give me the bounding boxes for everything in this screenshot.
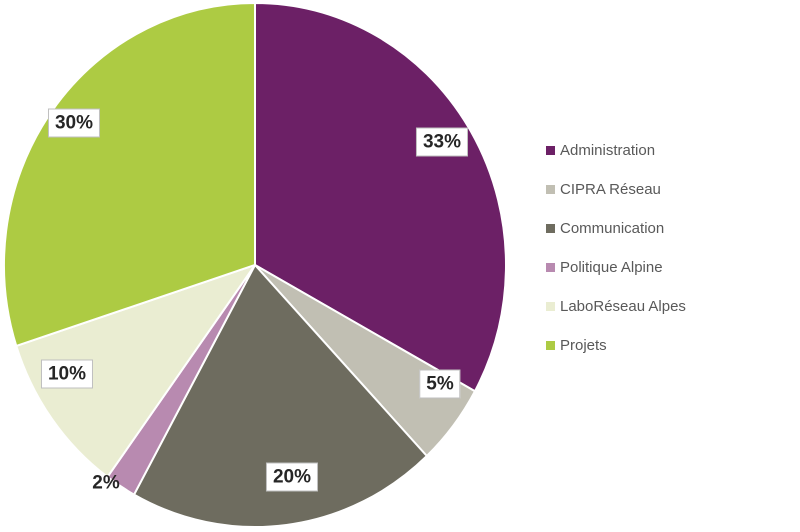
legend-swatch-cipra-reseau [546,185,555,194]
legend-label-cipra-reseau: CIPRA Réseau [560,181,661,198]
legend-item-projets: Projets [546,326,686,365]
data-label-communication: 20% [265,462,319,492]
data-label-cipra-reseau: 5% [419,369,461,399]
legend-label-laboreseau-alpes: LaboRéseau Alpes [560,298,686,315]
legend-item-politique-alpine: Politique Alpine [546,248,686,287]
legend-item-communication: Communication [546,209,686,248]
data-label-projets: 30% [47,108,101,138]
legend-item-laboreseau-alpes: LaboRéseau Alpes [546,287,686,326]
legend-label-communication: Communication [560,220,665,237]
legend-swatch-laboreseau-alpes [546,302,555,311]
data-label-politique-alpine: 2% [92,472,120,494]
legend-label-projets: Projets [560,337,607,354]
legend-label-administration: Administration [560,142,656,159]
legend-swatch-politique-alpine [546,263,555,272]
legend: Administration CIPRA Réseau Communication P… [546,131,686,365]
legend-swatch-communication [546,224,555,233]
pie-slice-communication [133,264,428,528]
legend-swatch-projets [546,341,555,350]
pie-slice-administration [254,2,507,393]
pie-slice-laboreseau-alpes [15,264,256,478]
legend-swatch-administration [546,146,555,155]
data-label-laboreseau-alpes: 10% [40,359,94,389]
data-label-administration: 33% [415,127,469,157]
legend-item-administration: Administration [546,131,686,170]
legend-item-cipra-reseau: CIPRA Réseau [546,170,686,209]
legend-label-politique-alpine: Politique Alpine [560,259,663,276]
